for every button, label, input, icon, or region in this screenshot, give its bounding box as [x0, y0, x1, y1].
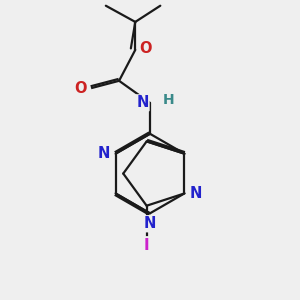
Text: N: N	[144, 216, 156, 231]
Text: N: N	[98, 146, 110, 161]
Text: O: O	[140, 41, 152, 56]
Text: H: H	[163, 93, 175, 107]
Text: N: N	[136, 95, 148, 110]
Text: N: N	[190, 186, 202, 201]
Text: I: I	[144, 238, 149, 253]
Text: O: O	[74, 81, 87, 96]
